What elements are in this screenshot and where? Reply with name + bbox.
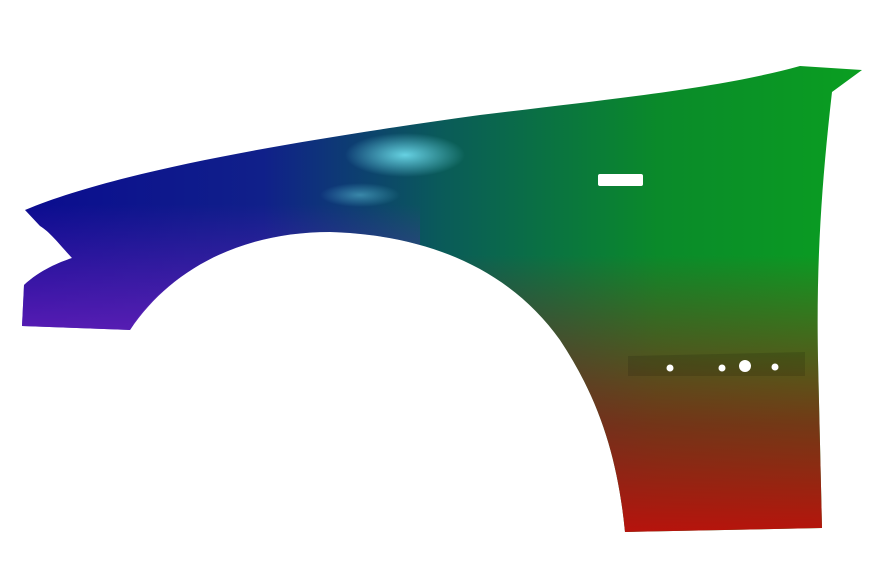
- surface-highlight: [345, 133, 465, 177]
- mounting-hole: [666, 364, 674, 372]
- mounting-slot: [598, 174, 643, 186]
- side-marker-recess: [628, 352, 805, 376]
- surface-highlight: [320, 183, 400, 207]
- mounting-hole: [718, 364, 726, 372]
- mounting-hole: [739, 360, 751, 372]
- mounting-hole: [771, 363, 779, 371]
